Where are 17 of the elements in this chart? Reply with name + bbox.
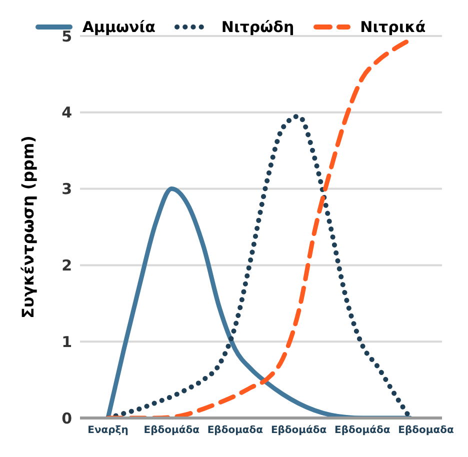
y-tick-label: 5 xyxy=(62,27,72,46)
y-tick-label: 1 xyxy=(62,332,72,351)
y-tick-label: 4 xyxy=(62,104,72,122)
x-tick-label: Εβδομαδα xyxy=(207,425,264,436)
y-tick-label: 2 xyxy=(62,256,72,275)
x-tick-label: Εναρξη xyxy=(88,425,128,436)
x-tick-label: Εβδομάδα xyxy=(334,425,390,436)
line-series xyxy=(106,186,412,418)
y-tick-label: 3 xyxy=(62,180,72,198)
legend-label: Νιτρώδη xyxy=(221,18,294,36)
x-tick-label: Εβδομάδα xyxy=(270,425,327,436)
y-tick-label: 0 xyxy=(62,409,72,428)
x-tick-label: Εβδομάδα xyxy=(144,425,200,436)
x-tick-label: Εβδομαδα xyxy=(398,425,454,436)
y-axis-title: Συγκέντρωση (ppm) xyxy=(18,136,38,318)
legend-label: Αμμωνία xyxy=(82,18,156,36)
legend-label: Νιτρικά xyxy=(360,18,426,36)
